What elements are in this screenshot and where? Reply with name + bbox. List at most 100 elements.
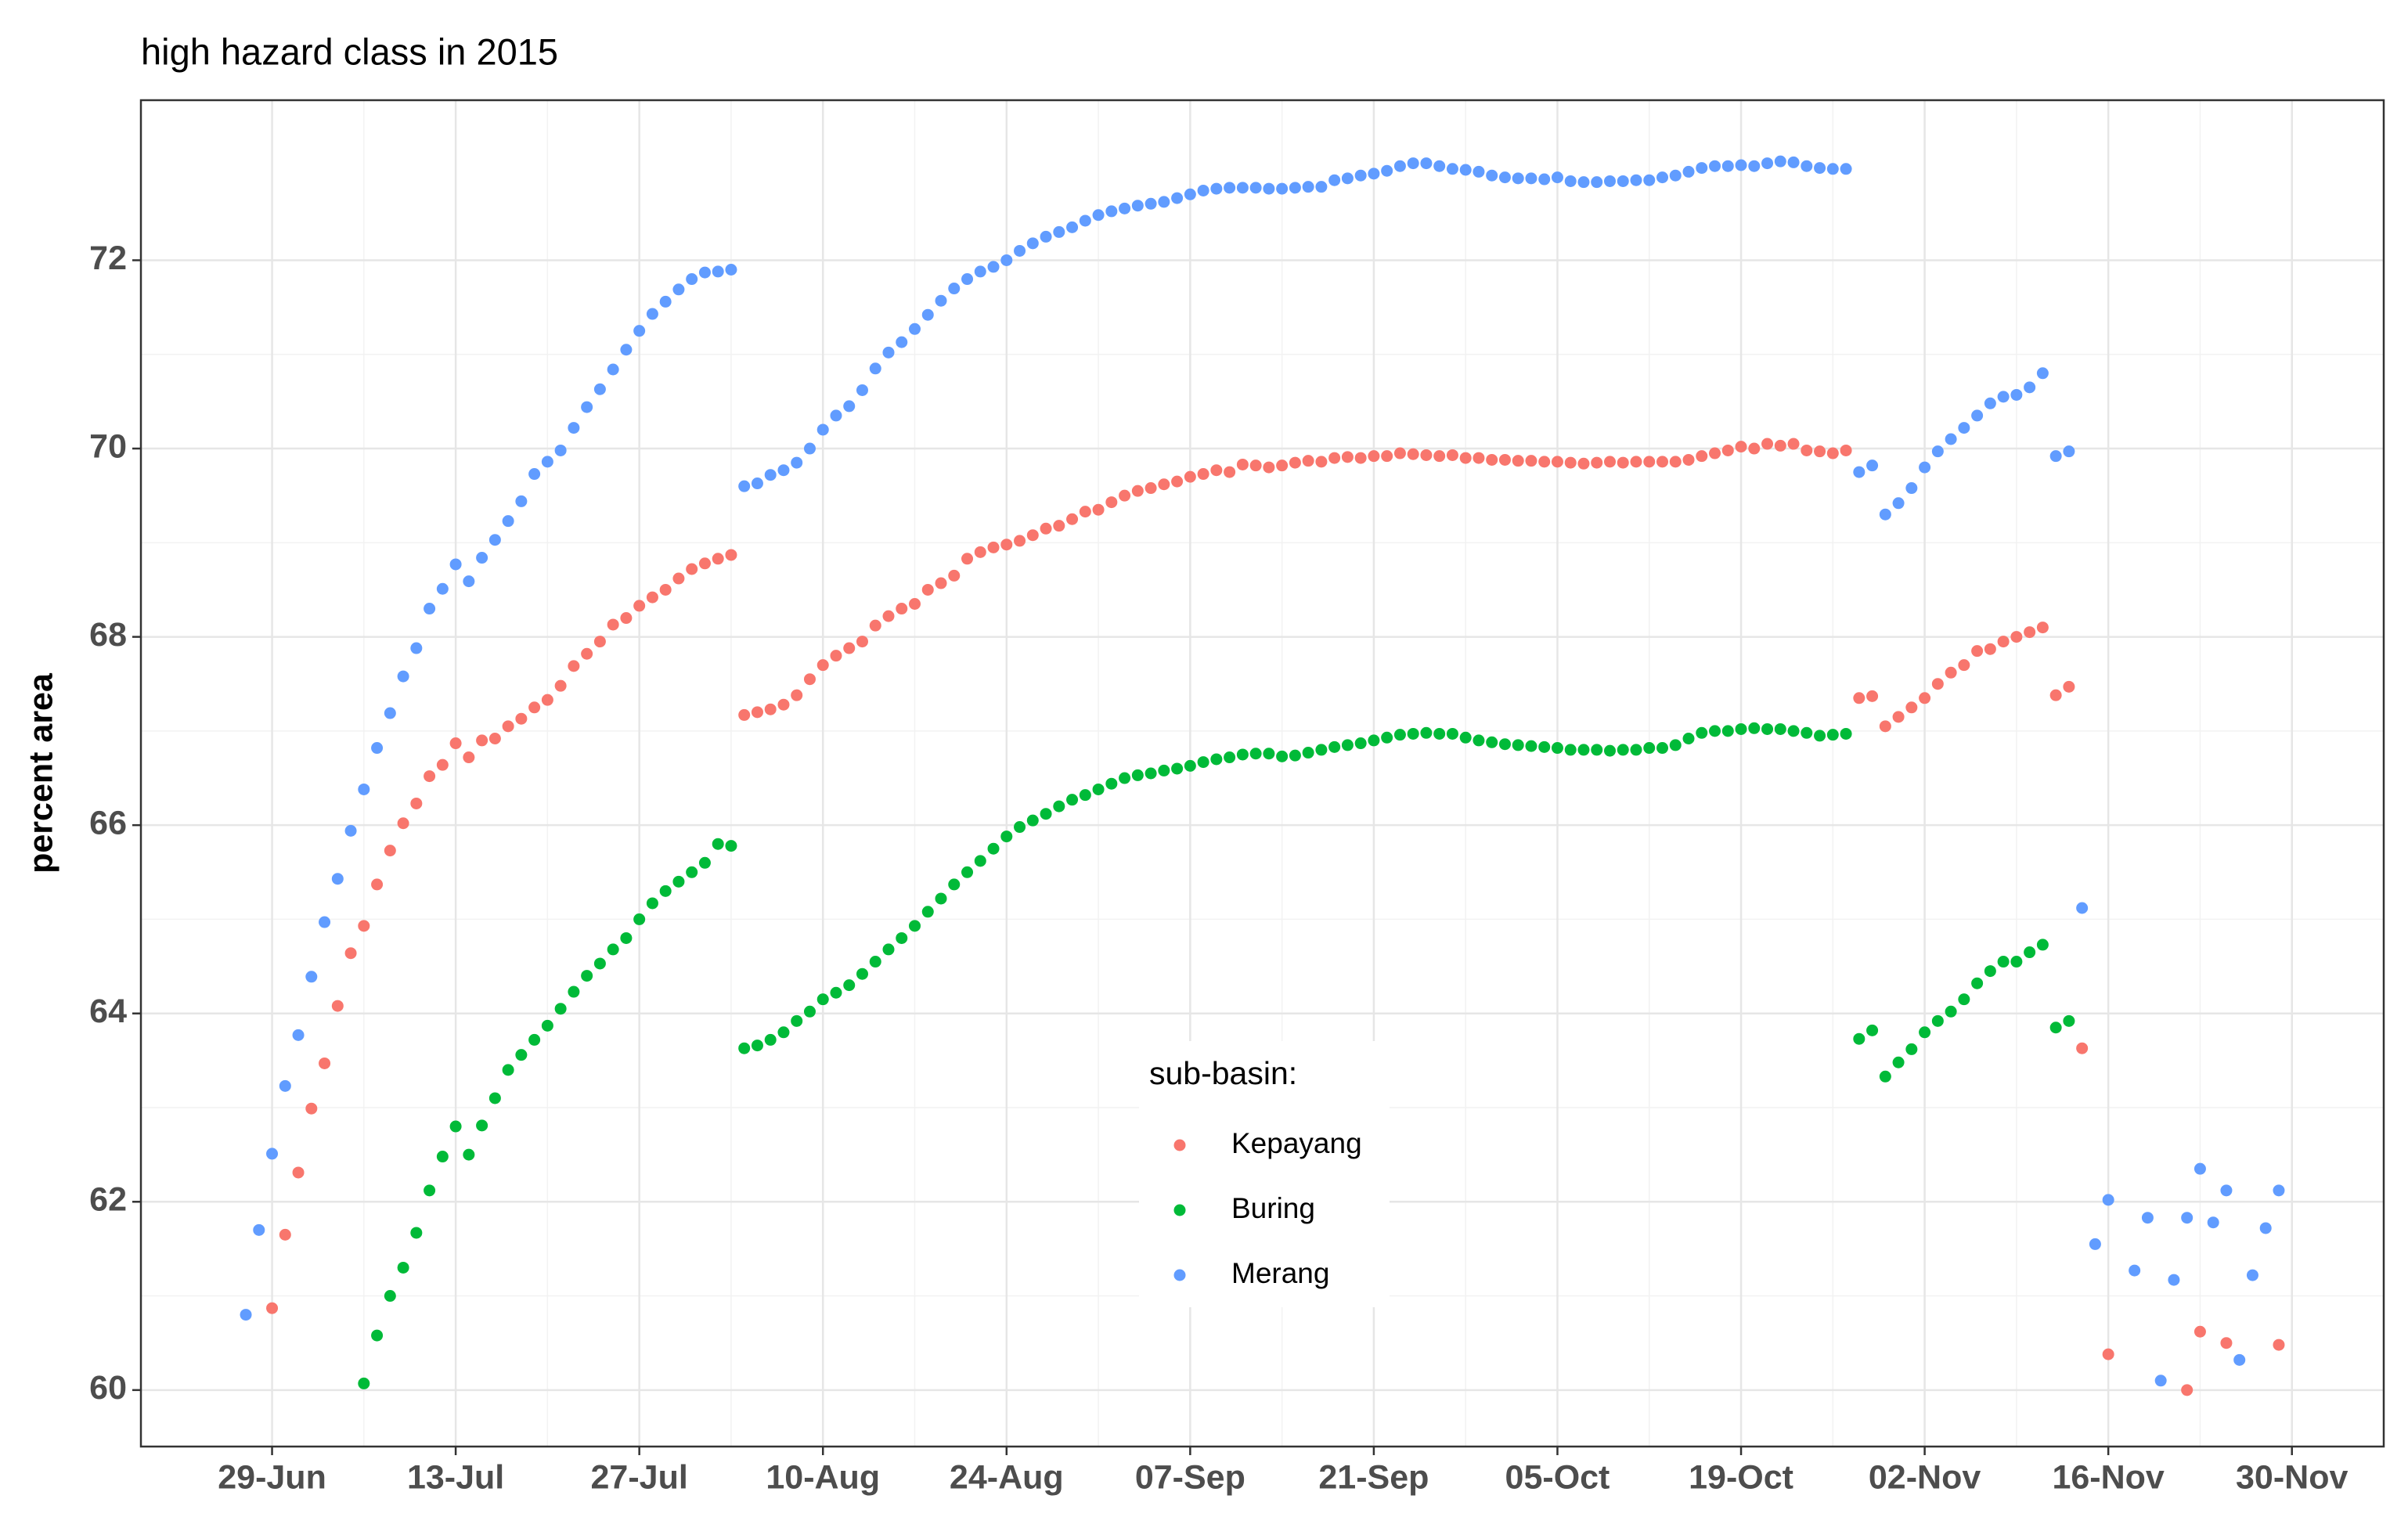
- point: [935, 294, 947, 307]
- point: [672, 875, 685, 888]
- point: [1236, 458, 1249, 470]
- point: [1119, 772, 1131, 784]
- point: [2154, 1375, 2167, 1387]
- point: [974, 265, 986, 278]
- point: [791, 689, 803, 701]
- legend-label: Kepayang: [1231, 1127, 1362, 1159]
- point: [751, 477, 763, 490]
- x-tick-label: 29-Jun: [218, 1458, 326, 1496]
- point: [593, 383, 606, 395]
- point: [1393, 729, 1406, 741]
- point: [1840, 163, 1852, 175]
- point: [1577, 744, 1590, 756]
- point: [424, 603, 436, 615]
- point: [2024, 946, 2036, 959]
- point: [463, 575, 475, 588]
- y-axis-title: percent area: [22, 672, 59, 874]
- point: [568, 660, 580, 672]
- point: [1721, 444, 1734, 456]
- point: [974, 546, 986, 558]
- point: [869, 362, 881, 375]
- point: [777, 1026, 790, 1039]
- point: [1105, 496, 1118, 509]
- point: [1289, 182, 1301, 194]
- point: [319, 916, 331, 928]
- point: [1735, 441, 1747, 453]
- point: [1525, 740, 1537, 752]
- point: [856, 636, 868, 648]
- point: [1826, 447, 1839, 459]
- point: [1302, 747, 1314, 759]
- point: [1643, 174, 1656, 186]
- point: [1210, 753, 1223, 766]
- point: [1774, 722, 1786, 735]
- point: [1040, 230, 1052, 243]
- point: [751, 706, 763, 719]
- point: [882, 346, 895, 359]
- point: [987, 842, 1000, 855]
- point: [1669, 739, 1682, 751]
- point: [1407, 448, 1419, 460]
- point: [1381, 450, 1393, 463]
- point: [1026, 814, 1039, 827]
- point: [1263, 461, 1275, 474]
- point: [593, 957, 606, 970]
- point: [1814, 445, 1826, 458]
- point: [2246, 1269, 2258, 1281]
- point: [1171, 192, 1184, 204]
- point: [1564, 175, 1577, 187]
- point: [266, 1302, 279, 1314]
- point: [2194, 1325, 2206, 1338]
- point: [856, 967, 868, 980]
- point: [410, 1227, 423, 1239]
- point: [449, 1120, 462, 1133]
- point: [1184, 759, 1196, 772]
- point: [1512, 739, 1524, 751]
- point: [1577, 176, 1590, 189]
- point: [1997, 391, 2010, 403]
- point: [384, 845, 396, 857]
- point: [1551, 742, 1563, 755]
- point: [1224, 182, 1236, 194]
- x-tick-label: 07-Sep: [1135, 1458, 1245, 1496]
- point: [1446, 727, 1458, 740]
- point: [541, 1019, 553, 1032]
- point: [659, 885, 672, 897]
- point: [1249, 182, 1262, 194]
- point: [1617, 456, 1629, 469]
- point: [528, 1033, 541, 1046]
- point: [1591, 176, 1603, 189]
- y-tick-label: 64: [89, 993, 127, 1030]
- point: [344, 824, 357, 837]
- point: [1014, 821, 1026, 834]
- point: [1040, 522, 1052, 535]
- point: [1263, 748, 1275, 760]
- point: [1486, 169, 1498, 182]
- point: [1866, 459, 1879, 472]
- point: [896, 336, 908, 348]
- point: [896, 931, 908, 944]
- point: [1393, 160, 1406, 172]
- point: [725, 264, 737, 276]
- point: [633, 913, 646, 925]
- point: [882, 610, 895, 622]
- point: [266, 1148, 279, 1160]
- point: [646, 308, 658, 320]
- x-tick-label: 05-Oct: [1505, 1458, 1610, 1496]
- point: [1446, 449, 1458, 461]
- point: [620, 344, 633, 356]
- point: [698, 856, 711, 869]
- point: [1945, 433, 1957, 445]
- point: [698, 557, 711, 570]
- point: [1433, 160, 1446, 172]
- point: [1801, 726, 1813, 739]
- point: [1905, 701, 1918, 714]
- point: [1656, 456, 1669, 468]
- point: [830, 409, 842, 422]
- point: [2010, 388, 2023, 401]
- point: [1919, 461, 1931, 474]
- point: [2036, 939, 2049, 951]
- point: [2036, 622, 2049, 634]
- point: [830, 986, 842, 999]
- point: [1682, 453, 1695, 466]
